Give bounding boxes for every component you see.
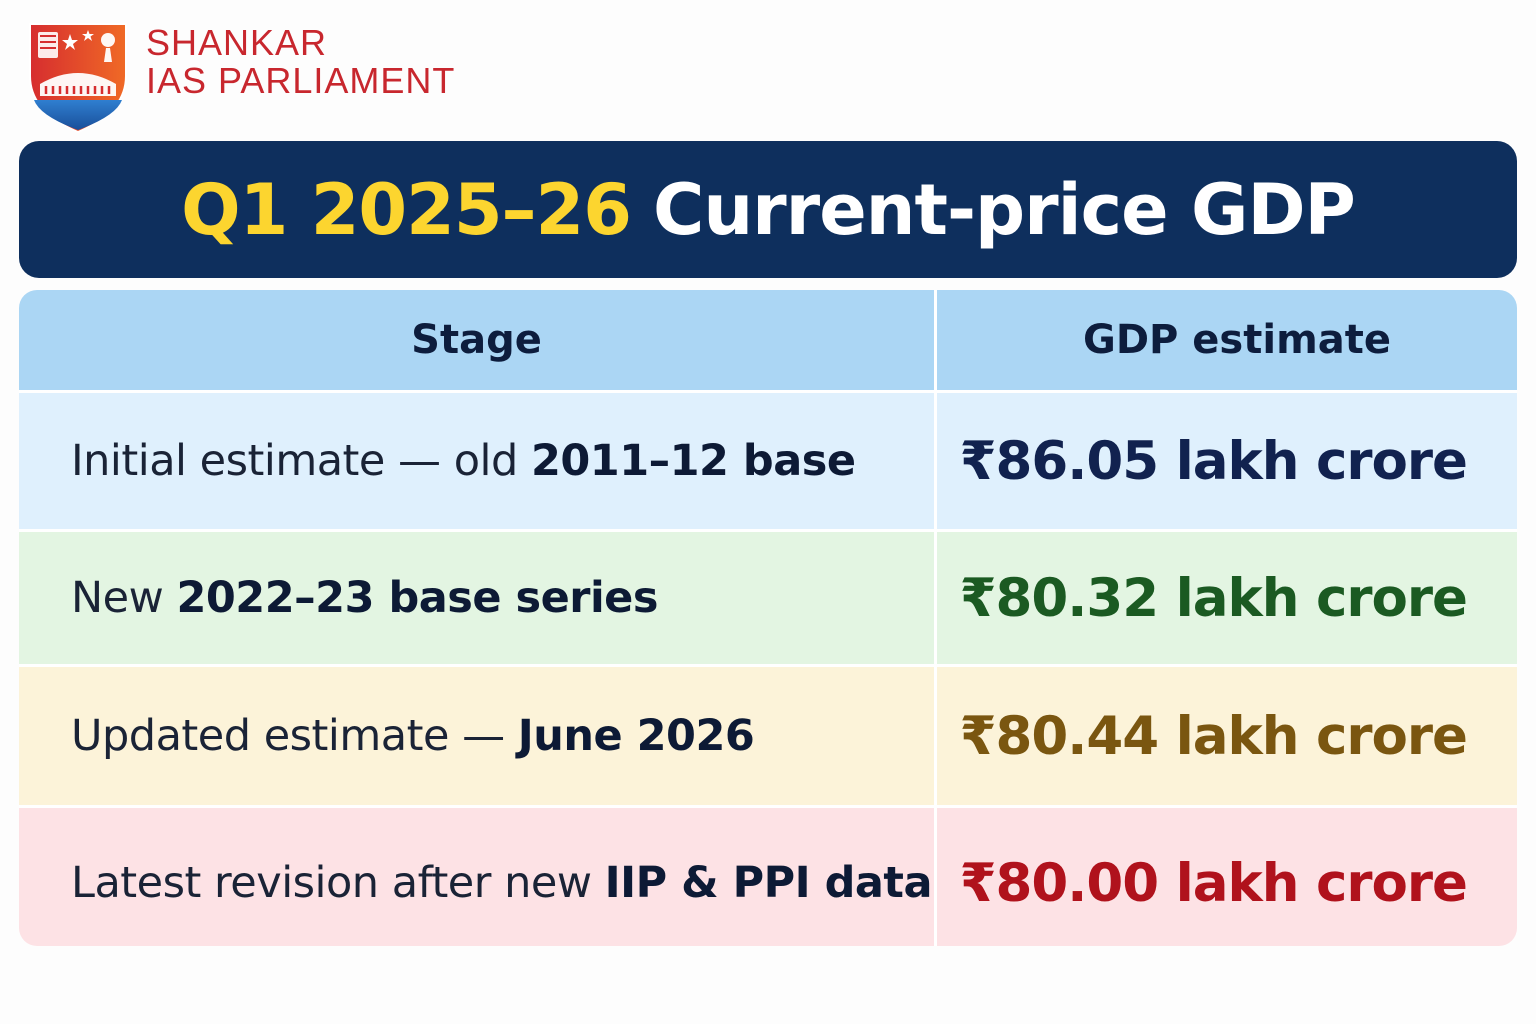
table-row: Initial estimate — old 2011–12 base ₹86.… [19,390,1517,529]
stage-text: Initial estimate — old [71,436,531,486]
stage-text: Latest revision after new [71,858,605,908]
table-row: Latest revision after new IIP & PPI data… [19,805,1517,946]
gdp-value: ₹86.05 lakh crore [959,430,1468,492]
gdp-estimates-table: Stage GDP estimate Initial estimate — ol… [19,290,1517,946]
stage-text: Updated estimate — [71,711,518,761]
gdp-value: ₹80.44 lakh crore [959,705,1468,767]
gdp-value: ₹80.00 lakh crore [959,852,1468,914]
stage-cell: Initial estimate — old 2011–12 base [19,393,937,529]
header-gdp-estimate: GDP estimate [1083,317,1391,363]
brand-name-line1: SHANKAR [146,22,328,63]
table-row: Updated estimate — June 2026 ₹80.44 lakh… [19,664,1517,805]
stage-emphasis: IIP & PPI data [604,858,933,908]
stage-emphasis: 2011–12 base [530,436,856,486]
header-stage: Stage [19,290,937,390]
stage-emphasis: June 2026 [517,711,755,761]
gdp-value: ₹80.32 lakh crore [959,567,1468,629]
title-text: Current-price GDP [652,168,1356,251]
stage-cell: Latest revision after new IIP & PPI data [19,808,937,946]
stage-cell: New 2022–23 base series [19,532,937,664]
stage-cell: Updated estimate — June 2026 [19,667,937,805]
shield-logo-icon [29,23,127,134]
table-header-row: Stage GDP estimate [19,290,1517,390]
title-highlight: Q1 2025–26 [181,168,632,251]
brand-name-line2: IAS PARLIAMENT [146,60,456,101]
table-row: New 2022–23 base series ₹80.32 lakh cror… [19,529,1517,664]
stage-emphasis: 2022–23 base series [176,573,658,623]
brand: SHANKAR IAS PARLIAMENT [26,18,455,134]
stage-text: New [71,573,177,623]
title-banner: Q1 2025–26 Current-price GDP [19,141,1517,278]
